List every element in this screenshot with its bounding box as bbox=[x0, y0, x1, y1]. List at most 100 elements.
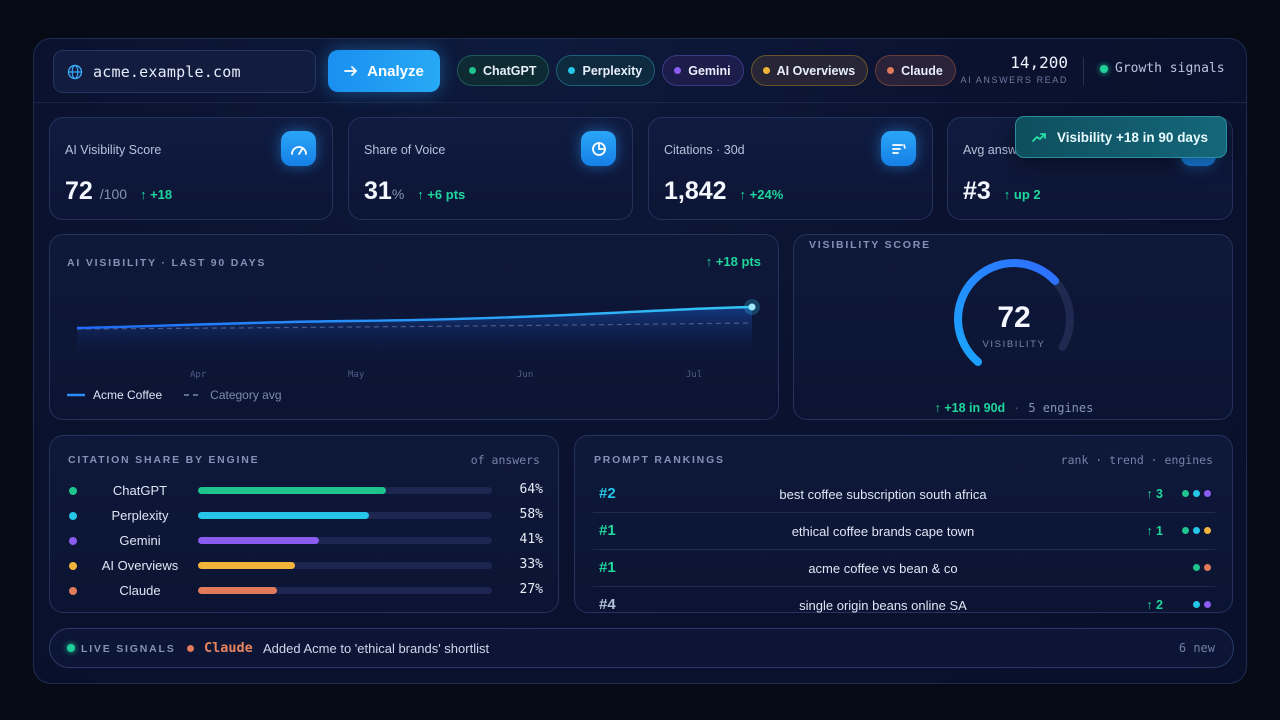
engine-dot-icon bbox=[1193, 490, 1200, 497]
prompt-rankings-panel: PROMPT RANKINGS rank · trend · engines #… bbox=[574, 435, 1233, 613]
chip-chatgpt[interactable]: ChatGPT bbox=[457, 55, 550, 86]
chip-label: AI Overviews bbox=[776, 63, 856, 78]
chip-label: Gemini bbox=[688, 63, 731, 78]
chart-legend: Acme Coffee Category avg bbox=[67, 388, 282, 402]
dashboard-window: acme.example.com Analyze ChatGPT Perplex… bbox=[33, 38, 1247, 684]
answers-read-label: AI ANSWERS READ bbox=[960, 75, 1068, 85]
toast-text: Visibility +18 in 90 days bbox=[1057, 129, 1208, 145]
kpi-title: AI Visibility Score bbox=[65, 143, 162, 157]
share-percent: 33% bbox=[519, 557, 543, 572]
quote-icon bbox=[881, 131, 916, 166]
kpi-value-row: 31% ↑ +6 pts bbox=[364, 177, 465, 206]
ranking-row[interactable]: #4 single origin beans online SA ↑ 2 bbox=[593, 587, 1215, 624]
solid-line-icon bbox=[67, 393, 85, 397]
engine-name: ChatGPT bbox=[112, 483, 168, 498]
rank-trend-value: 1 bbox=[1156, 524, 1163, 538]
claude-dot-icon bbox=[187, 645, 194, 652]
panel-title: PROMPT RANKINGS bbox=[594, 454, 725, 466]
panel-title: VISIBILITY SCORE bbox=[809, 239, 931, 251]
trend-end-point bbox=[748, 303, 756, 311]
ranking-row[interactable]: #1 acme coffee vs bean & co bbox=[593, 550, 1215, 587]
trend-chart: Apr May Jun Jul bbox=[76, 299, 760, 380]
share-bar-fill bbox=[198, 512, 369, 519]
answers-read-stat: 14,200 AI ANSWERS READ bbox=[960, 53, 1068, 85]
panel-title: CITATION SHARE BY ENGINE bbox=[68, 454, 260, 466]
x-tick-jul: Jul bbox=[686, 370, 702, 380]
claude-dot-icon bbox=[887, 67, 895, 74]
legend-acme: Acme Coffee bbox=[67, 388, 162, 402]
trend-end-glow bbox=[744, 299, 760, 315]
analyze-button[interactable]: Analyze bbox=[328, 50, 440, 92]
domain-input[interactable]: acme.example.com bbox=[53, 50, 316, 93]
engine-dot-icon bbox=[1193, 564, 1200, 571]
gauge-delta-value: +18 in 90d bbox=[944, 401, 1006, 415]
visibility-toast[interactable]: Visibility +18 in 90 days bbox=[1015, 116, 1227, 158]
kpi-value: 72 bbox=[65, 177, 93, 205]
rank-value: #2 bbox=[599, 485, 616, 502]
chip-gemini[interactable]: Gemini bbox=[662, 55, 744, 86]
share-percent: 27% bbox=[519, 582, 543, 597]
x-tick-apr: Apr bbox=[190, 370, 207, 380]
share-bar-track bbox=[198, 537, 492, 544]
rank-trend-value: 3 bbox=[1156, 487, 1163, 501]
engine-dot-icon bbox=[69, 537, 77, 545]
globe-icon bbox=[67, 64, 83, 79]
kpi-card-citations: Citations · 30d 1,842 ↑ +24% bbox=[648, 117, 933, 220]
live-signals-bar[interactable]: LIVE SIGNALS Claude Added Acme to 'ethic… bbox=[49, 628, 1234, 668]
chip-perplexity[interactable]: Perplexity bbox=[556, 55, 656, 86]
kpi-value-row: 72 /100 ↑ +18 bbox=[65, 177, 172, 206]
kpi-title: Avg answer bbox=[963, 143, 1029, 157]
arrow-right-icon bbox=[344, 66, 358, 76]
engine-dot-icon bbox=[69, 587, 77, 595]
trend-delta: ↑ +18 pts bbox=[705, 254, 761, 269]
engine-name: AI Overviews bbox=[101, 558, 179, 573]
gemini-dot-icon bbox=[674, 67, 682, 74]
engine-dot-icon bbox=[1193, 527, 1200, 534]
share-percent: 41% bbox=[519, 532, 543, 547]
trending-up-icon bbox=[1032, 133, 1046, 142]
gauge-label: VISIBILITY bbox=[982, 339, 1046, 350]
panel-subtitle: of answers bbox=[470, 453, 540, 467]
panel-title: AI VISIBILITY · LAST 90 DAYS bbox=[67, 257, 267, 269]
share-bar-fill bbox=[198, 487, 387, 494]
prompt-query: single origin beans online SA bbox=[799, 598, 967, 613]
chip-ai-overviews[interactable]: AI Overviews bbox=[750, 55, 869, 86]
engine-name: Perplexity bbox=[111, 508, 169, 523]
status-dot-icon bbox=[1100, 64, 1108, 73]
perplexity-dot-icon bbox=[568, 67, 576, 74]
share-bar-fill bbox=[198, 537, 319, 544]
chip-label: ChatGPT bbox=[483, 63, 537, 78]
engine-dot-icon bbox=[1204, 601, 1211, 608]
engine-dot-icon bbox=[69, 562, 77, 570]
rank-trend-value: 2 bbox=[1156, 598, 1163, 612]
rank-value: #1 bbox=[599, 559, 616, 576]
legend-label: Acme Coffee bbox=[93, 388, 163, 402]
ai-overviews-dot-icon bbox=[762, 67, 770, 74]
engine-share-row: Perplexity 58% bbox=[50, 505, 560, 527]
engine-dot-icon bbox=[69, 512, 77, 520]
engine-dot-icon bbox=[1204, 564, 1211, 571]
prompt-query: acme coffee vs bean & co bbox=[808, 561, 958, 576]
category-avg-line bbox=[76, 322, 753, 330]
signal-count: 6 new bbox=[1178, 641, 1215, 655]
growth-signals-label: Growth signals bbox=[1115, 61, 1225, 76]
prompt-query: best coffee subscription south africa bbox=[779, 487, 987, 502]
kpi-card-visibility: AI Visibility Score 72 /100 ↑ +18 bbox=[49, 117, 333, 220]
ranking-row[interactable]: #2 best coffee subscription south africa ↑… bbox=[593, 476, 1215, 513]
share-bar-track bbox=[198, 487, 492, 494]
engine-dot-icon bbox=[1193, 601, 1200, 608]
ranking-row[interactable]: #1 ethical coffee brands cape town ↑ 1 bbox=[593, 513, 1215, 550]
dashed-line-icon bbox=[184, 394, 203, 396]
share-bar-track bbox=[198, 562, 492, 569]
engine-dots bbox=[1193, 564, 1211, 571]
panel-subtitle: rank · trend · engines bbox=[1060, 453, 1213, 467]
chip-claude[interactable]: Claude bbox=[875, 55, 956, 86]
engine-dot-icon bbox=[1182, 490, 1189, 497]
kpi-value: 31 bbox=[364, 177, 392, 205]
citation-share-panel: CITATION SHARE BY ENGINE of answers Chat… bbox=[49, 435, 559, 613]
gauge-engines: 5 engines bbox=[1028, 401, 1094, 415]
kpi-delta-value: +6 pts bbox=[427, 187, 466, 202]
kpi-delta-value: +18 bbox=[150, 187, 173, 202]
kpi-delta: ↑ up 2 bbox=[1003, 187, 1041, 202]
domain-input-value: acme.example.com bbox=[93, 62, 241, 81]
